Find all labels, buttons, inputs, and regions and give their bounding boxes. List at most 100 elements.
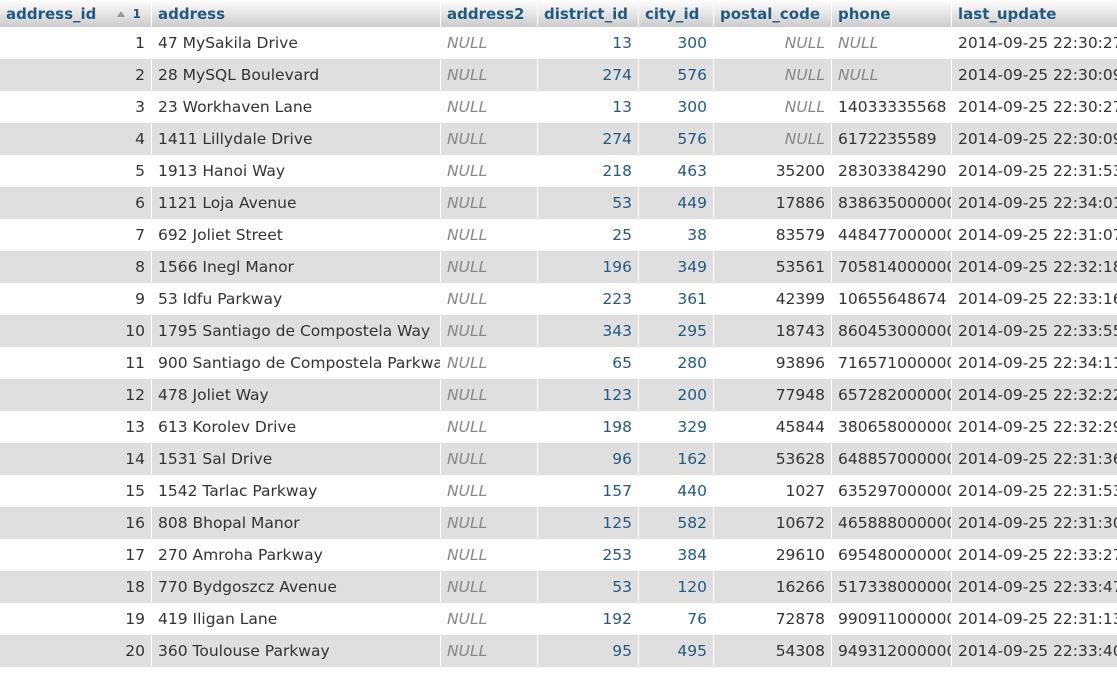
- cell-district-id[interactable]: 343: [538, 315, 639, 347]
- cell-address2: NULL: [441, 411, 538, 443]
- table-row[interactable]: 7 692 Joliet Street NULL 25 38 83579 448477000…: [0, 219, 1117, 251]
- cell-district-id[interactable]: 53: [538, 187, 639, 219]
- column-header-city-id[interactable]: city_id: [639, 0, 714, 27]
- cell-district-id[interactable]: 196: [538, 251, 639, 283]
- table-row[interactable]: 19 419 Iligan Lane NULL 192 76 72878 990911000…: [0, 603, 1117, 635]
- cell-postal-code: 77948: [714, 379, 832, 411]
- cell-city-id[interactable]: 120: [639, 571, 714, 603]
- cell-postal-code: 1027: [714, 475, 832, 507]
- cell-district-id[interactable]: 96: [538, 443, 639, 475]
- column-header-postal-code[interactable]: postal_code: [714, 0, 832, 27]
- table-row[interactable]: 8 1566 Inegl Manor NULL 196 349 53561 70581400…: [0, 251, 1117, 283]
- cell-address: 23 Workhaven Lane: [152, 91, 441, 123]
- cell-address: 1411 Lillydale Drive: [152, 123, 441, 155]
- cell-district-id[interactable]: 192: [538, 603, 639, 635]
- cell-district-id[interactable]: 223: [538, 283, 639, 315]
- cell-phone: 517338000000: [832, 571, 952, 603]
- cell-district-id[interactable]: 65: [538, 347, 639, 379]
- table-row[interactable]: 14 1531 Sal Drive NULL 96 162 53628 6488570000…: [0, 443, 1117, 475]
- table-body: 1 47 MySakila Drive NULL 13 300 NULL NULL 2014-…: [0, 27, 1117, 667]
- cell-address: 1566 Inegl Manor: [152, 251, 441, 283]
- cell-district-id[interactable]: 53: [538, 571, 639, 603]
- cell-city-id[interactable]: 38: [639, 219, 714, 251]
- table-row[interactable]: 1 47 MySakila Drive NULL 13 300 NULL NULL 2014-…: [0, 27, 1117, 59]
- table-row[interactable]: 15 1542 Tarlac Parkway NULL 157 440 1027 63529…: [0, 475, 1117, 507]
- cell-address2: NULL: [441, 155, 538, 187]
- cell-city-id[interactable]: 349: [639, 251, 714, 283]
- column-header-last-update[interactable]: last_update: [952, 0, 1117, 27]
- cell-district-id[interactable]: 198: [538, 411, 639, 443]
- cell-city-id[interactable]: 329: [639, 411, 714, 443]
- cell-district-id[interactable]: 123: [538, 379, 639, 411]
- cell-city-id[interactable]: 162: [639, 443, 714, 475]
- table-row[interactable]: 13 613 Korolev Drive NULL 198 329 45844 380658…: [0, 411, 1117, 443]
- cell-district-id[interactable]: 13: [538, 91, 639, 123]
- table-row[interactable]: 10 1795 Santiago de Compostela Way NULL 343…: [0, 315, 1117, 347]
- cell-address-id: 19: [0, 603, 152, 635]
- table-row[interactable]: 5 1913 Hanoi Way NULL 218 463 35200 2830338429…: [0, 155, 1117, 187]
- cell-city-id[interactable]: 300: [639, 91, 714, 123]
- cell-city-id[interactable]: 440: [639, 475, 714, 507]
- cell-phone: 657282000000: [832, 379, 952, 411]
- sort-indicator[interactable]: 1: [116, 7, 141, 21]
- cell-district-id[interactable]: 25: [538, 219, 639, 251]
- cell-address2: NULL: [441, 123, 538, 155]
- cell-phone: 380658000000: [832, 411, 952, 443]
- cell-address-id: 18: [0, 571, 152, 603]
- column-header-address-id[interactable]: address_id 1: [0, 0, 152, 27]
- cell-city-id[interactable]: 76: [639, 603, 714, 635]
- cell-city-id[interactable]: 300: [639, 27, 714, 59]
- column-header-district-id[interactable]: district_id: [538, 0, 639, 27]
- cell-postal-code: 93896: [714, 347, 832, 379]
- table-header: address_id 1 address address2 district_i…: [0, 0, 1117, 27]
- column-header-address[interactable]: address: [152, 0, 441, 27]
- cell-address-id: 10: [0, 315, 152, 347]
- cell-city-id[interactable]: 576: [639, 59, 714, 91]
- cell-address: 1542 Tarlac Parkway: [152, 475, 441, 507]
- cell-district-id[interactable]: 274: [538, 123, 639, 155]
- table-row[interactable]: 2 28 MySQL Boulevard NULL 274 576 NULL NULL 201…: [0, 59, 1117, 91]
- cell-phone: NULL: [832, 27, 952, 59]
- cell-district-id[interactable]: 253: [538, 539, 639, 571]
- cell-last-update: 2014-09-25 22:33:16: [952, 283, 1117, 315]
- cell-phone: 6172235589: [832, 123, 952, 155]
- cell-city-id[interactable]: 582: [639, 507, 714, 539]
- cell-city-id[interactable]: 449: [639, 187, 714, 219]
- cell-district-id[interactable]: 157: [538, 475, 639, 507]
- cell-district-id[interactable]: 13: [538, 27, 639, 59]
- table-row[interactable]: 6 1121 Loja Avenue NULL 53 449 17886 838635000…: [0, 187, 1117, 219]
- table-row[interactable]: 16 808 Bhopal Manor NULL 125 582 10672 4658880…: [0, 507, 1117, 539]
- cell-district-id[interactable]: 95: [538, 635, 639, 667]
- cell-postal-code: 16266: [714, 571, 832, 603]
- cell-city-id[interactable]: 361: [639, 283, 714, 315]
- table-row[interactable]: 3 23 Workhaven Lane NULL 13 300 NULL 140333355…: [0, 91, 1117, 123]
- column-header-phone[interactable]: phone: [832, 0, 952, 27]
- cell-city-id[interactable]: 463: [639, 155, 714, 187]
- cell-address-id: 4: [0, 123, 152, 155]
- table-row[interactable]: 18 770 Bydgoszcz Avenue NULL 53 120 16266 5173…: [0, 571, 1117, 603]
- cell-city-id[interactable]: 200: [639, 379, 714, 411]
- cell-postal-code: 10672: [714, 507, 832, 539]
- column-header-address2[interactable]: address2: [441, 0, 538, 27]
- table-row[interactable]: 11 900 Santiago de Compostela Parkway NULL…: [0, 347, 1117, 379]
- table-row[interactable]: 4 1411 Lillydale Drive NULL 274 576 NULL 61722…: [0, 123, 1117, 155]
- cell-city-id[interactable]: 495: [639, 635, 714, 667]
- cell-city-id[interactable]: 280: [639, 347, 714, 379]
- cell-address-id: 15: [0, 475, 152, 507]
- cell-district-id[interactable]: 125: [538, 507, 639, 539]
- cell-address: 28 MySQL Boulevard: [152, 59, 441, 91]
- cell-district-id[interactable]: 218: [538, 155, 639, 187]
- table-row[interactable]: 20 360 Toulouse Parkway NULL 95 495 54308 9493…: [0, 635, 1117, 667]
- cell-district-id[interactable]: 274: [538, 59, 639, 91]
- table-row[interactable]: 17 270 Amroha Parkway NULL 253 384 29610 69548…: [0, 539, 1117, 571]
- cell-postal-code: 29610: [714, 539, 832, 571]
- table-row[interactable]: 9 53 Idfu Parkway NULL 223 361 42399 106556486…: [0, 283, 1117, 315]
- cell-city-id[interactable]: 576: [639, 123, 714, 155]
- cell-address2: NULL: [441, 219, 538, 251]
- cell-phone: 648857000000: [832, 443, 952, 475]
- cell-address2: NULL: [441, 347, 538, 379]
- cell-city-id[interactable]: 384: [639, 539, 714, 571]
- table-row[interactable]: 12 478 Joliet Way NULL 123 200 77948 657282000…: [0, 379, 1117, 411]
- cell-postal-code: NULL: [714, 91, 832, 123]
- cell-city-id[interactable]: 295: [639, 315, 714, 347]
